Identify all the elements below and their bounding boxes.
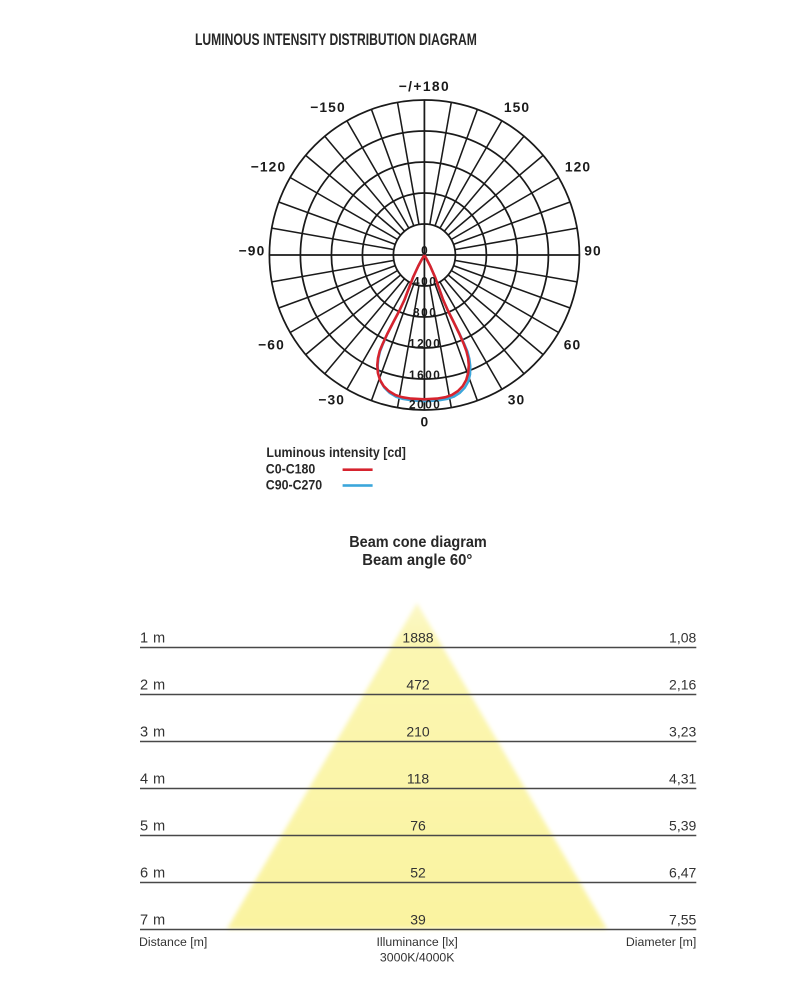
svg-text:1200: 1200 [409,337,441,351]
svg-text:−90: −90 [239,243,266,258]
svg-text:52: 52 [410,864,426,880]
svg-text:90: 90 [584,243,602,258]
svg-text:−30: −30 [318,392,345,407]
svg-text:Diameter [m]: Diameter [m] [626,935,696,949]
svg-text:4 m: 4 m [140,772,166,788]
svg-text:1,08: 1,08 [669,629,696,645]
svg-text:LUMINOUS INTENSITY DISTRIBUTIO: LUMINOUS INTENSITY DISTRIBUTION DIAGRAM [195,32,477,50]
svg-text:−120: −120 [251,159,286,174]
svg-text:1600: 1600 [409,368,441,382]
svg-text:0: 0 [421,244,429,258]
svg-text:210: 210 [406,723,430,739]
svg-text:7 m: 7 m [140,913,166,929]
svg-text:−60: −60 [258,337,285,352]
svg-text:39: 39 [410,911,426,927]
svg-text:Illuminance [lx]: Illuminance [lx] [377,935,458,949]
svg-text:400: 400 [413,275,437,289]
svg-text:4,31: 4,31 [669,770,696,786]
svg-text:3 m: 3 m [140,725,166,741]
svg-text:118: 118 [407,770,430,786]
svg-text:0: 0 [421,415,430,430]
svg-text:3000K/4000K: 3000K/4000K [380,951,455,965]
svg-text:Beam angle 60°: Beam angle 60° [362,551,472,569]
svg-text:Luminous intensity [cd]: Luminous intensity [cd] [266,445,406,461]
svg-text:6 m: 6 m [140,866,166,882]
svg-text:5,39: 5,39 [669,817,696,833]
svg-text:7,55: 7,55 [669,911,696,927]
svg-text:−150: −150 [310,100,345,115]
svg-text:472: 472 [406,676,430,692]
svg-text:800: 800 [413,306,437,320]
svg-text:C90-C270: C90-C270 [266,477,322,493]
svg-text:2,16: 2,16 [669,676,696,692]
svg-text:5 m: 5 m [140,819,166,835]
svg-text:6,47: 6,47 [669,864,696,880]
svg-text:C0-C180: C0-C180 [266,461,316,477]
svg-text:120: 120 [565,159,591,174]
svg-text:1888: 1888 [402,629,433,645]
svg-text:1 m: 1 m [140,631,166,647]
svg-text:30: 30 [508,392,526,407]
svg-text:Distance [m]: Distance [m] [139,935,207,949]
svg-text:60: 60 [564,337,582,352]
svg-text:150: 150 [504,100,530,115]
svg-text:76: 76 [410,817,426,833]
svg-text:2 m: 2 m [140,678,166,694]
svg-text:Beam cone diagram: Beam cone diagram [349,533,487,551]
svg-text:2000: 2000 [409,398,441,412]
svg-text:3,23: 3,23 [669,723,696,739]
svg-text:−/+180: −/+180 [399,79,450,94]
